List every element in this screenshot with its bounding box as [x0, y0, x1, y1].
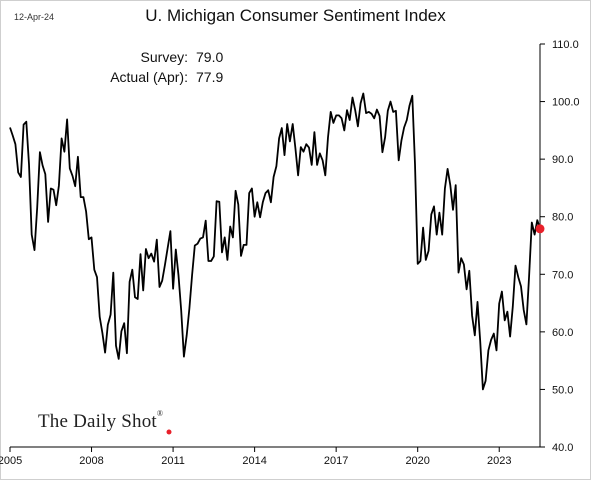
y-tick-label: 100.0 — [552, 97, 580, 109]
y-tick-label: 80.0 — [552, 212, 573, 224]
y-tick-label: 40.0 — [552, 442, 573, 454]
daily-shot-logo: The Daily Shot® — [38, 409, 164, 433]
y-tick-label: 60.0 — [552, 327, 573, 339]
x-tick-label: 2020 — [405, 455, 429, 467]
y-tick-label: 110.0 — [552, 39, 579, 51]
y-tick-label: 50.0 — [552, 384, 573, 396]
y-tick-label: 90.0 — [552, 154, 573, 166]
actual-label: Actual (Apr): — [110, 69, 188, 85]
date-stamp: 12-Apr-24 — [14, 12, 55, 22]
x-tick-label: 2014 — [242, 455, 266, 467]
logo-text: The Daily Shot — [38, 411, 157, 432]
chart-title: U. Michigan Consumer Sentiment Index — [145, 6, 446, 25]
series-line — [9, 92, 541, 391]
latest-value-marker — [535, 224, 545, 234]
y-tick-label: 70.0 — [552, 269, 573, 281]
x-tick-label: 2023 — [487, 455, 511, 467]
x-tick-label: 2008 — [79, 455, 103, 467]
logo-dot — [166, 429, 172, 435]
logo-registered-mark: ® — [156, 409, 164, 418]
survey-label: Survey: — [140, 49, 188, 65]
x-tick-label: 2011 — [161, 455, 185, 467]
survey-value: 79.0 — [196, 49, 224, 65]
x-tick-label: 2005 — [0, 455, 22, 467]
x-tick-label: 2017 — [324, 455, 348, 467]
actual-value: 77.9 — [196, 69, 224, 85]
